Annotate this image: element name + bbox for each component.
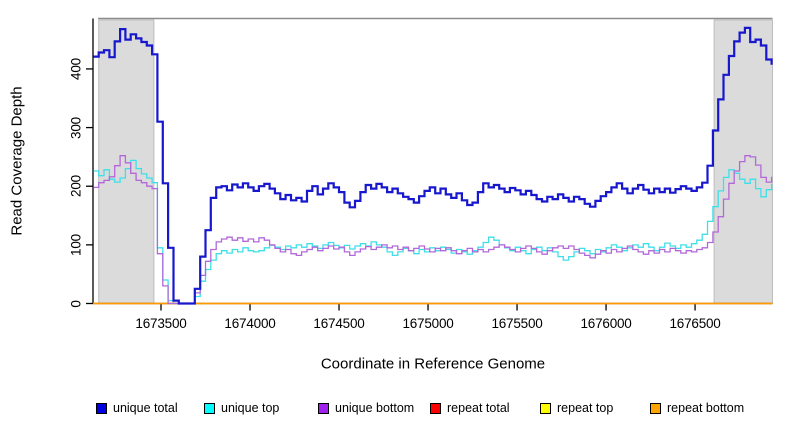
- x-tick-label: 1675500: [491, 316, 543, 331]
- series-line-unique-total: [93, 26, 773, 305]
- legend-label: repeat bottom: [667, 401, 745, 415]
- legend-label: unique top: [221, 401, 280, 415]
- series-line-unique-top: [93, 159, 773, 305]
- series-group: [93, 26, 773, 305]
- x-tick-label: 1674500: [313, 316, 365, 331]
- legend-label: repeat total: [447, 401, 510, 415]
- legend-item-unique-bottom: unique bottom: [318, 398, 414, 418]
- legend-label: repeat top: [557, 401, 614, 415]
- x-tick-label: 1673500: [135, 316, 187, 331]
- x-tick-label: 1675000: [402, 316, 454, 331]
- legend-swatch: [318, 402, 329, 414]
- series-line-unique-bottom: [93, 155, 773, 305]
- legend-swatch: [650, 402, 661, 414]
- y-tick-label: 300: [68, 116, 84, 139]
- legend-item-repeat-top: repeat top: [540, 398, 613, 418]
- y-tick-label: 200: [68, 175, 84, 198]
- legend-swatch: [430, 402, 441, 414]
- legend-label: unique total: [113, 401, 178, 415]
- y-tick-label: 400: [68, 57, 84, 80]
- x-tick-label: 1674000: [224, 316, 276, 331]
- shaded-region: [98, 19, 155, 304]
- legend-swatch: [204, 402, 215, 414]
- x-tick-label: 1676500: [669, 316, 721, 331]
- legend-item-repeat-bottom: repeat bottom: [650, 398, 744, 418]
- legend-item-unique-top: unique top: [204, 398, 279, 418]
- x-tick-label: 1676000: [580, 316, 632, 331]
- legend-swatch: [540, 402, 551, 414]
- y-tick-label: 100: [68, 233, 84, 256]
- legend-label: unique bottom: [335, 401, 415, 415]
- chart-legend: unique total unique top unique bottom repea…: [0, 398, 792, 422]
- x-axis-title: Coordinate in Reference Genome: [320, 355, 546, 373]
- y-axis-title: Read Coverage Depth: [8, 86, 26, 236]
- legend-item-unique-total: unique total: [96, 398, 178, 418]
- legend-item-repeat-total: repeat total: [430, 398, 510, 418]
- y-tick-label: 0: [68, 299, 84, 308]
- legend-swatch: [96, 402, 107, 414]
